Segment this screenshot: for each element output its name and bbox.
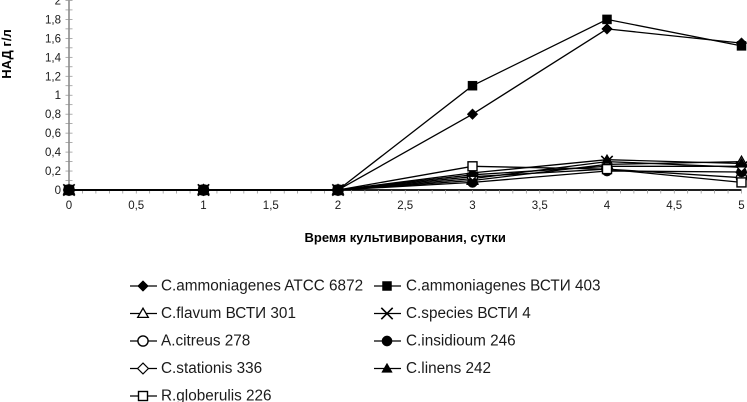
svg-text:1,5: 1,5 xyxy=(263,200,279,212)
svg-text:C.linens 242: C.linens 242 xyxy=(406,360,491,377)
svg-text:1: 1 xyxy=(200,200,206,212)
svg-text:A.citreus 278: A.citreus 278 xyxy=(161,333,250,350)
svg-text:2: 2 xyxy=(55,0,61,7)
svg-text:0,2: 0,2 xyxy=(45,166,61,178)
svg-text:4: 4 xyxy=(604,200,611,212)
svg-text:0,8: 0,8 xyxy=(45,109,61,121)
svg-text:C.insidioum 246: C.insidioum 246 xyxy=(406,333,516,350)
svg-text:0,6: 0,6 xyxy=(45,128,61,140)
svg-text:Время культивирования, сутки: Время культивирования, сутки xyxy=(305,230,506,245)
svg-text:2: 2 xyxy=(335,200,341,212)
svg-text:0,5: 0,5 xyxy=(128,200,144,212)
svg-text:2,5: 2,5 xyxy=(397,200,413,212)
svg-text:0: 0 xyxy=(55,185,61,197)
svg-text:3: 3 xyxy=(469,200,475,212)
svg-text:1: 1 xyxy=(55,90,61,102)
svg-text:1,6: 1,6 xyxy=(45,33,61,45)
svg-text:3,5: 3,5 xyxy=(532,200,548,212)
svg-text:C.ammoniagenes ATCC 6872: C.ammoniagenes ATCC 6872 xyxy=(161,278,363,295)
svg-text:C.ammoniagenes ВСТИ 403: C.ammoniagenes ВСТИ 403 xyxy=(406,278,600,295)
svg-text:C.flavum ВСТИ 301: C.flavum ВСТИ 301 xyxy=(161,305,296,322)
svg-text:C.stationis 336: C.stationis 336 xyxy=(161,360,262,377)
svg-text:1,8: 1,8 xyxy=(45,14,61,26)
svg-text:4,5: 4,5 xyxy=(666,200,682,212)
svg-text:0,4: 0,4 xyxy=(45,147,62,159)
svg-text:1,2: 1,2 xyxy=(45,71,61,83)
svg-text:R.globerulis 226: R.globerulis 226 xyxy=(161,388,272,402)
svg-text:0: 0 xyxy=(66,200,72,212)
svg-text:НАД г/л: НАД г/л xyxy=(0,29,14,78)
svg-text:C.species ВСТИ 4: C.species ВСТИ 4 xyxy=(406,305,531,322)
svg-text:5: 5 xyxy=(738,200,744,212)
svg-text:1,4: 1,4 xyxy=(45,52,62,64)
